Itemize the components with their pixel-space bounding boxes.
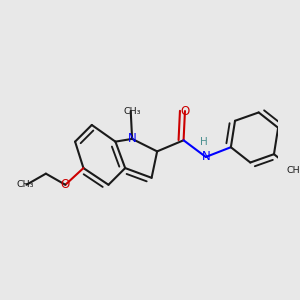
Text: N: N [201,151,210,164]
Text: O: O [61,178,70,191]
Text: CH₃: CH₃ [123,106,141,116]
Text: CH₃: CH₃ [16,180,34,189]
Text: H: H [200,137,208,147]
Text: N: N [128,132,136,146]
Text: O: O [180,105,190,118]
Text: CH₃: CH₃ [286,167,300,176]
